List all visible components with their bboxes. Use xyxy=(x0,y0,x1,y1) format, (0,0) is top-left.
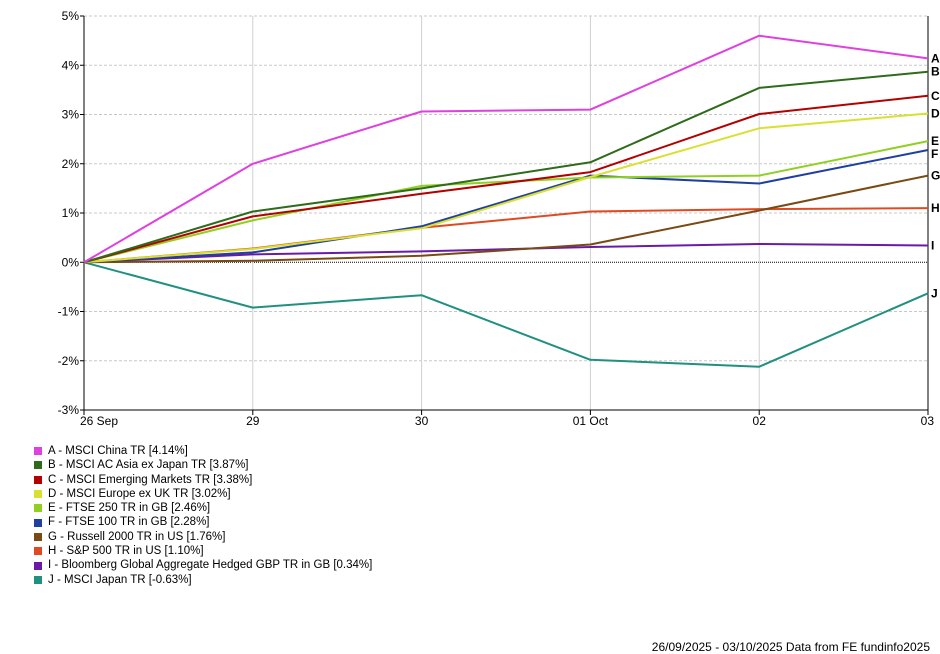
series-line-c xyxy=(83,94,929,264)
legend-label: F - FTSE 100 TR in GB [2.28%] xyxy=(48,516,210,529)
series-line-f xyxy=(83,149,929,264)
legend-swatch xyxy=(34,447,42,456)
x-tick-label: 01 Oct xyxy=(573,414,609,428)
legend-item-a: A - MSCI China TR [4.14%] xyxy=(34,444,372,458)
legend-swatch xyxy=(34,504,42,513)
y-tick-label: 5% xyxy=(62,9,80,23)
line-chart: -3% -2% -1% 0% 1% 2% 3% 4% 5% 26 Sep 29 30 01 Oct 02 0… xyxy=(58,9,940,428)
series-line-b xyxy=(83,70,929,264)
series-end-label-f: F xyxy=(931,147,938,161)
labels: -3% -2% -1% 0% 1% 2% 3% 4% 5% 26 Sep 29 30 01 Oct 02 0… xyxy=(58,9,940,428)
y-tick-label: -1% xyxy=(58,305,80,319)
series-end-label-a: A xyxy=(931,51,940,65)
series-line-j xyxy=(83,261,929,368)
legend-label: J - MSCI Japan TR [-0.63%] xyxy=(48,573,192,586)
legend-label: C - MSCI Emerging Markets TR [3.38%] xyxy=(48,473,253,486)
series-end-label-j: J xyxy=(931,286,938,300)
series-end-label-g: G xyxy=(931,169,940,183)
legend-item-j: J - MSCI Japan TR [-0.63%] xyxy=(34,573,372,587)
x-tick-label: 03 xyxy=(921,414,935,428)
legend-swatch xyxy=(34,461,42,470)
x-tick-label: 29 xyxy=(246,414,260,428)
y-tick-label: 1% xyxy=(62,206,80,220)
legend-item-d: D - MSCI Europe ex UK TR [3.02%] xyxy=(34,487,372,501)
x-tick-label: 26 Sep xyxy=(80,414,118,428)
series-end-label-e: E xyxy=(931,134,939,148)
legend-item-i: I - Bloomberg Global Aggregate Hedged GB… xyxy=(34,558,372,572)
series-end-label-i: I xyxy=(931,239,934,253)
footer-source: 26/09/2025 - 03/10/2025 Data from FE fun… xyxy=(651,640,930,654)
legend-item-b: B - MSCI AC Asia ex Japan TR [3.87%] xyxy=(34,458,372,472)
legend-label: B - MSCI AC Asia ex Japan TR [3.87%] xyxy=(48,459,249,472)
y-tick-label: 3% xyxy=(62,108,80,122)
legend-label: I - Bloomberg Global Aggregate Hedged GB… xyxy=(48,559,373,572)
series-end-label-b: B xyxy=(931,65,940,79)
legend-swatch xyxy=(34,518,42,527)
series-end-label-c: C xyxy=(931,89,940,103)
series-line-g xyxy=(83,174,929,264)
legend-swatch xyxy=(34,490,42,499)
legend-swatch xyxy=(34,547,42,556)
legend-label: A - MSCI China TR [4.14%] xyxy=(48,445,188,457)
legend-label: G - Russell 2000 TR in US [1.76%] xyxy=(48,530,226,543)
series-line-d xyxy=(83,112,929,264)
legend-label: H - S&P 500 TR in US [1.10%] xyxy=(48,545,204,558)
y-tick-label: -2% xyxy=(58,354,80,368)
y-tick-label: -3% xyxy=(58,403,80,417)
x-tick-label: 02 xyxy=(753,414,767,428)
y-tick-label: 0% xyxy=(62,255,80,269)
series-line-a xyxy=(83,34,929,264)
legend-swatch xyxy=(34,475,42,484)
series-line-e xyxy=(83,140,929,264)
y-tick-label: 2% xyxy=(62,157,80,171)
series-lines xyxy=(83,34,929,368)
legend-swatch xyxy=(34,532,42,541)
legend-label: E - FTSE 250 TR in GB [2.46%] xyxy=(48,502,211,515)
axes xyxy=(80,15,929,415)
legend-item-c: C - MSCI Emerging Markets TR [3.38%] xyxy=(34,473,372,487)
series-end-label-h: H xyxy=(931,201,940,215)
legend-label: D - MSCI Europe ex UK TR [3.02%] xyxy=(48,487,231,500)
legend-item-h: H - S&P 500 TR in US [1.10%] xyxy=(34,544,372,558)
legend-item-e: E - FTSE 250 TR in GB [2.46%] xyxy=(34,501,372,515)
legend-swatch xyxy=(34,575,42,584)
legend: A - MSCI China TR [4.14%] B - MSCI AC Asi… xyxy=(34,444,372,587)
legend-swatch xyxy=(34,561,42,570)
x-tick-label: 30 xyxy=(415,414,429,428)
grid xyxy=(84,15,928,411)
legend-item-f: F - FTSE 100 TR in GB [2.28%] xyxy=(34,515,372,529)
legend-item-g: G - Russell 2000 TR in US [1.76%] xyxy=(34,530,372,544)
y-tick-label: 4% xyxy=(62,58,80,72)
series-end-label-d: D xyxy=(931,107,940,121)
